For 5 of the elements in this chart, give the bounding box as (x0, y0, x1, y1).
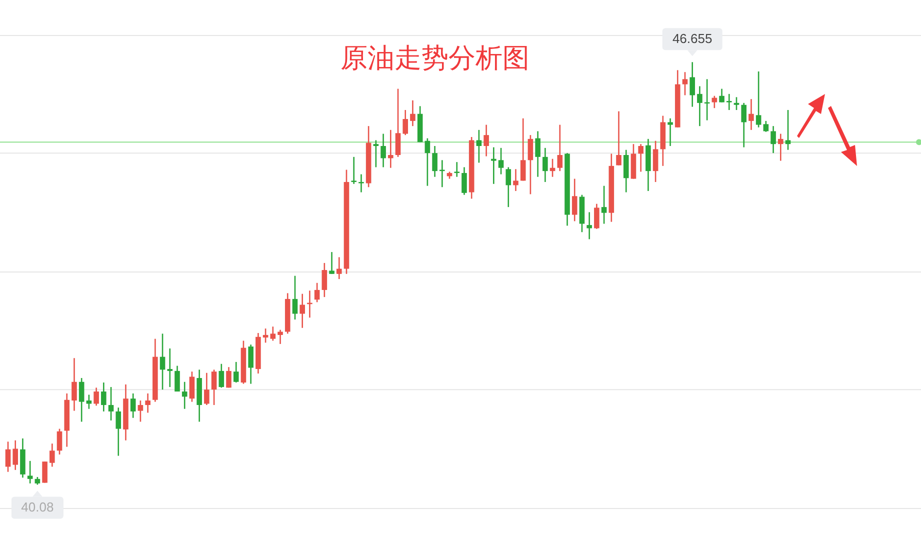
annotation: 46.655 (672, 31, 712, 46)
annotation: 40.08 (21, 500, 54, 515)
chart-title: 原油走势分析图 (340, 43, 530, 74)
annotation: 46.655 (662, 28, 722, 56)
annotation: 40.08 (11, 490, 64, 519)
